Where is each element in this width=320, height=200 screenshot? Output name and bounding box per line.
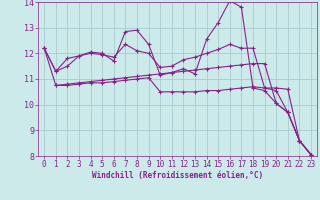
X-axis label: Windchill (Refroidissement éolien,°C): Windchill (Refroidissement éolien,°C) — [92, 171, 263, 180]
